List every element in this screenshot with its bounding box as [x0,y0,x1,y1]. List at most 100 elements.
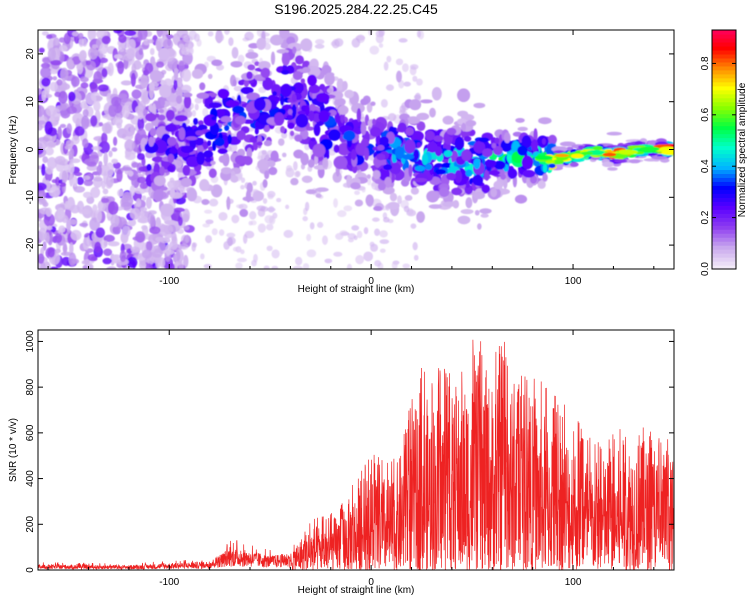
spectrogram-blob [410,187,419,195]
colorbar-step [712,157,736,163]
spectrogram-blob [112,117,123,126]
spectrogram-blob [442,115,454,125]
spectrogram-blob [226,196,231,211]
spectrogram-blob [156,61,165,68]
spectrogram-blob [72,175,78,188]
spectrogram-blob [493,180,503,190]
spectrogram-blob [351,225,360,231]
spectrogram-blob [57,126,62,140]
spectrogram-blob [69,242,74,255]
spectrogram-blob [98,141,110,154]
spectrogram-blob [333,251,343,257]
spectrogram-blob [174,114,188,122]
colorbar-step [712,237,736,242]
spectrogram-blob [333,144,340,153]
spectrogram-blob [474,209,480,216]
spectrogram-blob [517,145,528,156]
spectrogram-blob [490,187,498,198]
y-tick-label: 20 [25,48,36,60]
spectrogram-blob [507,168,518,179]
spectrogram-blob [178,127,186,141]
spectrogram-blob [264,154,270,161]
spectrogram-blob [91,44,98,49]
spectrogram-blob [295,49,302,57]
colorbar-step [712,77,736,83]
spectrogram-blob [181,145,194,154]
spectrogram-blob [248,220,253,226]
colorbar: 0.0 0.2 0.4 0.6 0.8 Normalized spectral ampl… [700,29,748,276]
spectrogram-blob [281,69,290,75]
colorbar-step [712,33,736,39]
spectrogram-blob [281,52,290,66]
spectrogram-blob [517,126,528,132]
spectrogram-blob [205,235,213,244]
spectrogram-blob [101,122,112,134]
spectrogram-blob [47,141,57,147]
spectrogram-blobs [38,30,674,269]
spectrogram-blob [442,201,456,207]
spectrogram-blob [121,194,134,207]
spectrogram-blob [256,141,263,146]
spectrogram-blob [270,150,279,163]
spectrogram-blob [503,132,511,144]
colorbar-step [712,117,736,123]
spectrogram-blob [383,164,393,171]
colorbar-tick-label: 0.6 [700,107,711,121]
spectrogram-blob [531,139,539,152]
spectrogram-blob [137,117,145,131]
spectrogram-blob [54,233,63,244]
spectrogram-blob [414,165,426,172]
spectrogram-blob [44,121,53,135]
spectrogram-blob [207,73,213,79]
spectrogram-blob [380,99,388,108]
spectrogram-blob [500,139,513,152]
y-tick-label: 0 [25,567,36,573]
spectrogram-blob [363,227,369,235]
colorbar-label: Normalized spectral amplitude [737,82,748,217]
spectrogram-blob [69,219,78,226]
spectrogram-blob [347,237,354,243]
spectrogram-blob [132,236,144,241]
spectrogram-blob [465,169,473,177]
spectrogram-blob [138,215,148,224]
spectrogram-blob [313,123,321,137]
spectrogram-blob [541,138,546,145]
spectrogram-blob [164,220,177,225]
spectrogram-blob [659,158,670,163]
spectrogram-blob [111,147,118,152]
spectrogram-blob [454,136,465,151]
spectrogram-blob [488,170,501,176]
spectrogram-blob [542,173,548,182]
spectrogram-blob [80,76,89,83]
spectrogram-blob [111,158,119,164]
spectrogram-blob [452,200,460,209]
spectrogram-blob [41,90,47,102]
spectrogram-blob [82,109,89,118]
spectrogram-blob [71,56,82,65]
spectrogram-blob [291,104,297,118]
spectrogram-blob [42,156,49,164]
spectrogram-blob [309,222,315,230]
spectrogram-blob [130,246,140,253]
colorbar-tick-label: 0.2 [700,210,711,224]
spectrogram-blob [343,205,353,212]
spectrogram-blob [301,90,306,99]
spectrogram-blob [240,177,246,183]
spectrogram-blob [145,196,152,209]
spectrogram-blob [606,131,623,136]
spectrogram-blob [569,162,579,167]
colorbar-step [712,93,736,99]
colorbar-step [712,165,736,171]
colorbar-step [712,89,736,95]
spectrogram-blob [232,105,245,114]
spectrogram-blob [231,214,240,224]
spectrogram-blob [153,189,164,202]
spectrogram-blob [66,123,73,134]
spectrogram-blob [39,207,51,215]
spectrogram-blob [374,259,382,267]
spectrogram-blob [87,47,99,60]
spectrogram-blob [110,96,122,107]
spectrogram-blob [273,112,285,126]
spectrogram-blob [292,71,303,81]
spectrogram-blob [169,146,178,155]
